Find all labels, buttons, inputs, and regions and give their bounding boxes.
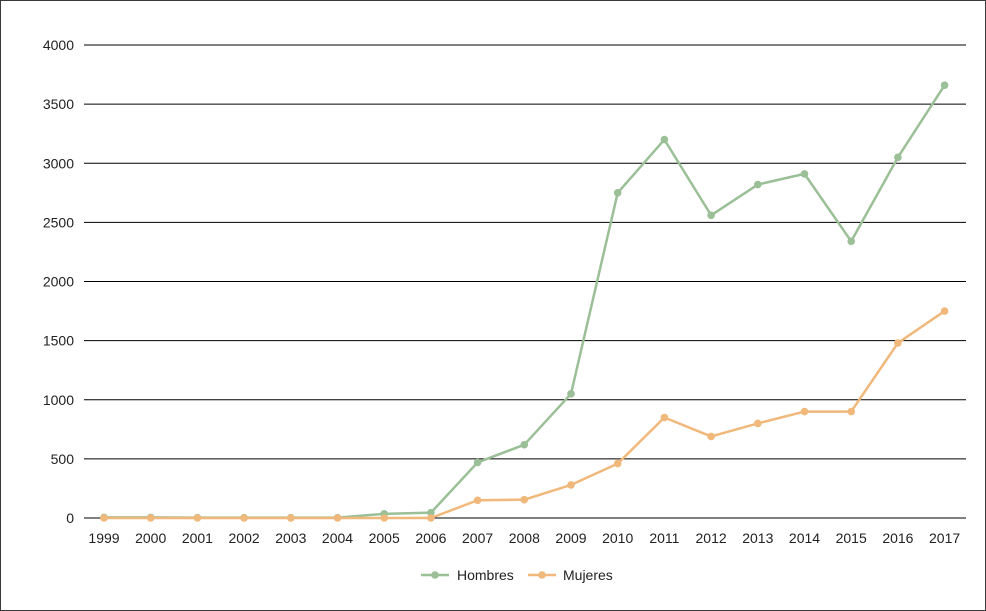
data-point xyxy=(894,153,902,162)
data-point xyxy=(754,180,762,189)
x-tick-label: 2016 xyxy=(882,530,913,546)
x-axis-ticks: 1999 2000 2001 2002 2003 2004 2005 2006 2007 2008… xyxy=(88,530,960,546)
data-point xyxy=(520,495,529,504)
series-line xyxy=(104,310,946,520)
y-tick-label: 2000 xyxy=(43,274,74,290)
x-tick-label: 2001 xyxy=(182,530,213,546)
data-point xyxy=(427,514,435,522)
x-tick-label: 2006 xyxy=(415,530,446,546)
x-tick-label: 1999 xyxy=(88,530,119,546)
series-line xyxy=(104,84,946,519)
legend: Hombres Mujeres xyxy=(421,567,613,583)
legend-swatch-marker xyxy=(538,571,546,579)
data-point xyxy=(894,339,902,347)
y-tick-label: 1000 xyxy=(43,392,74,408)
data-point xyxy=(847,407,855,416)
legend-label: Hombres xyxy=(457,567,514,583)
legend-swatch-marker xyxy=(431,571,439,579)
legend-item-hombres: Hombres xyxy=(421,567,514,583)
x-tick-label: 2015 xyxy=(836,530,867,546)
data-point xyxy=(240,514,248,522)
x-tick-label: 2013 xyxy=(742,530,773,546)
data-point xyxy=(660,135,669,144)
y-tick-label: 4000 xyxy=(43,37,74,53)
x-tick-label: 2009 xyxy=(555,530,586,546)
data-point xyxy=(660,413,669,422)
y-tick-label: 3500 xyxy=(43,96,74,112)
series-mujeres xyxy=(100,307,949,522)
data-point xyxy=(287,514,295,522)
x-tick-label: 2007 xyxy=(462,530,493,546)
x-tick-label: 2010 xyxy=(602,530,633,546)
legend-label: Mujeres xyxy=(563,567,613,583)
data-point xyxy=(380,514,389,522)
x-tick-label: 2002 xyxy=(229,530,260,546)
data-point xyxy=(427,508,435,517)
x-tick-label: 2014 xyxy=(789,530,820,546)
data-point xyxy=(847,237,855,246)
data-point xyxy=(613,189,622,197)
x-tick-label: 2003 xyxy=(275,530,306,546)
data-point xyxy=(100,514,108,522)
legend-item-mujeres: Mujeres xyxy=(528,567,613,583)
data-point xyxy=(333,514,342,522)
data-point xyxy=(707,211,715,220)
data-point xyxy=(520,440,529,449)
x-tick-label: 2005 xyxy=(369,530,400,546)
series-group xyxy=(100,81,949,522)
y-tick-label: 1500 xyxy=(43,333,74,349)
x-tick-label: 2000 xyxy=(135,530,166,546)
data-point xyxy=(473,458,482,467)
data-point xyxy=(800,170,809,178)
x-tick-label: 2011 xyxy=(649,530,679,546)
data-point xyxy=(193,514,202,522)
x-tick-label: 2017 xyxy=(929,530,960,546)
y-tick-label: 0 xyxy=(66,510,74,526)
series-hombres xyxy=(100,81,949,522)
data-point xyxy=(940,307,949,315)
x-tick-label: 2012 xyxy=(696,530,727,546)
y-tick-label: 500 xyxy=(51,451,75,467)
x-tick-label: 2004 xyxy=(322,530,353,546)
y-tick-label: 3000 xyxy=(43,155,74,171)
y-axis-ticks: 0 500 1000 1500 2000 2500 3000 3500 4000 xyxy=(43,37,74,526)
data-point xyxy=(567,481,575,489)
data-point xyxy=(707,432,715,441)
y-tick-label: 2500 xyxy=(43,214,74,230)
data-point xyxy=(473,496,482,505)
data-point xyxy=(567,390,575,398)
data-point xyxy=(754,419,762,428)
data-point xyxy=(800,407,809,416)
data-point xyxy=(940,81,949,90)
data-point xyxy=(146,514,155,522)
data-point xyxy=(613,459,622,468)
x-tick-label: 2008 xyxy=(509,530,540,546)
